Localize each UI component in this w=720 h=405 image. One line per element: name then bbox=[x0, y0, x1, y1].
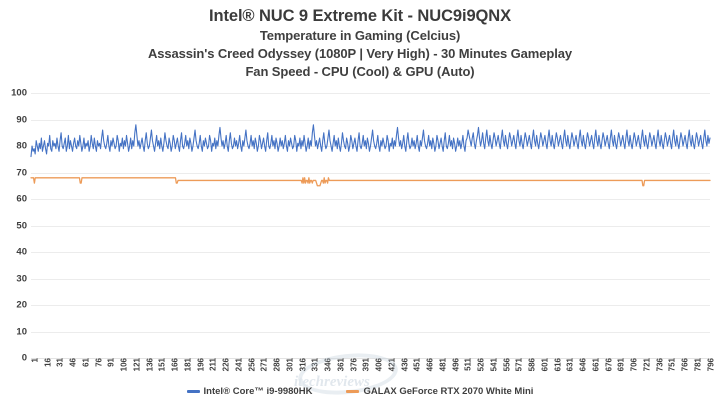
y-tick-label: 30 bbox=[16, 273, 27, 284]
y-tick-label: 50 bbox=[16, 220, 27, 231]
x-tick-label: 121 bbox=[132, 358, 142, 372]
x-tick-label: 286 bbox=[272, 358, 282, 372]
series-line bbox=[31, 125, 710, 157]
x-tick-label: 1 bbox=[30, 358, 40, 363]
x-tick-label: 661 bbox=[591, 358, 601, 372]
x-tick-label: 721 bbox=[642, 358, 652, 372]
x-tick-label: 106 bbox=[119, 358, 129, 372]
x-tick-label: 451 bbox=[412, 358, 422, 372]
y-tick-label: 100 bbox=[11, 87, 27, 99]
x-tick-label: 586 bbox=[527, 358, 537, 372]
plot-area bbox=[31, 93, 710, 359]
series-line bbox=[31, 178, 710, 186]
legend-item[interactable]: Intel® Core™ i9-9980HK bbox=[186, 386, 313, 397]
chart-title-sub-2: Assassin's Creed Odyssey (1080P | Very H… bbox=[147, 46, 573, 61]
x-tick-label: 136 bbox=[145, 358, 155, 372]
x-tick-label: 376 bbox=[349, 358, 359, 372]
y-tick-label: 80 bbox=[16, 140, 27, 152]
legend-label: GALAX GeForce RTX 2070 White Mini bbox=[363, 386, 534, 397]
x-tick-label: 466 bbox=[425, 358, 435, 372]
gridline bbox=[31, 119, 710, 121]
y-tick-label: 40 bbox=[16, 246, 27, 258]
chart-title-block: Intel® NUC 9 Extreme Kit - NUC9i9QNX Tem… bbox=[0, 6, 720, 81]
x-tick-label: 181 bbox=[183, 358, 193, 372]
chart-legend: Intel® Core™ i9-9980HK GALAX GeForce RTX … bbox=[0, 386, 720, 397]
x-tick-label: 496 bbox=[451, 358, 461, 372]
x-tick-label: 151 bbox=[157, 358, 167, 372]
x-tick-label: 211 bbox=[208, 358, 218, 371]
x-tick-label: 91 bbox=[106, 358, 116, 367]
x-tick-label: 526 bbox=[476, 358, 486, 372]
chart-title-sub-1: Temperature in Gaming (Celcius) bbox=[259, 28, 461, 43]
x-tick-label: 61 bbox=[81, 358, 91, 367]
y-tick-label: 70 bbox=[16, 167, 27, 178]
x-tick-label: 346 bbox=[323, 358, 333, 372]
legend-label: Intel® Core™ i9-9980HK bbox=[203, 386, 313, 397]
x-tick-label: 781 bbox=[693, 358, 703, 372]
legend-color-swatch bbox=[346, 390, 360, 393]
x-tick-label: 691 bbox=[616, 358, 626, 372]
x-tick-label: 676 bbox=[604, 358, 614, 372]
chart-title-sub-3: Fan Speed - CPU (Cool) & GPU (Auto) bbox=[245, 64, 475, 79]
legend-item[interactable]: GALAX GeForce RTX 2070 White Mini bbox=[346, 386, 533, 397]
x-tick-label: 316 bbox=[298, 358, 308, 372]
gridline bbox=[31, 358, 710, 359]
x-tick-label: 481 bbox=[438, 358, 448, 372]
series-layer bbox=[31, 93, 710, 358]
y-tick-label: 90 bbox=[16, 114, 27, 125]
x-tick-label: 631 bbox=[565, 358, 575, 372]
x-tick-label: 751 bbox=[667, 358, 677, 372]
gridline bbox=[31, 172, 710, 174]
y-tick-label: 60 bbox=[16, 193, 27, 205]
x-tick-label: 616 bbox=[553, 358, 563, 372]
gridline bbox=[31, 278, 710, 280]
gridline bbox=[31, 252, 710, 253]
x-tick-label: 166 bbox=[170, 358, 180, 372]
y-axis: 0 10 20 30 40 50 60 70 80 90 100 bbox=[0, 88, 27, 364]
x-tick-label: 541 bbox=[489, 358, 499, 372]
y-tick-label: 20 bbox=[16, 299, 27, 311]
x-tick-label: 436 bbox=[400, 358, 410, 372]
x-tick-label: 706 bbox=[629, 358, 639, 372]
y-tick-label: 0 bbox=[21, 352, 27, 364]
x-tick-label: 31 bbox=[55, 358, 65, 367]
gridline bbox=[31, 225, 710, 227]
x-tick-label: 391 bbox=[361, 358, 371, 372]
x-tick-label: 16 bbox=[43, 358, 53, 367]
x-tick-label: 331 bbox=[310, 358, 320, 372]
chart-title-main: Intel® NUC 9 Extreme Kit - NUC9i9QNX bbox=[209, 7, 511, 25]
x-tick-label: 421 bbox=[387, 358, 397, 372]
x-tick-label: 241 bbox=[234, 358, 244, 372]
x-tick-label: 226 bbox=[221, 358, 231, 372]
x-tick-label: 601 bbox=[540, 358, 550, 372]
x-tick-label: 571 bbox=[514, 358, 524, 372]
x-tick-label: 511 bbox=[463, 358, 473, 371]
legend-color-swatch bbox=[186, 390, 200, 393]
x-tick-label: 271 bbox=[259, 358, 269, 372]
x-tick-label: 301 bbox=[285, 358, 295, 372]
gridlines bbox=[31, 93, 710, 359]
gridline bbox=[31, 199, 710, 200]
gridline bbox=[31, 93, 710, 94]
x-tick-label: 361 bbox=[336, 358, 346, 372]
x-tick-label: 736 bbox=[655, 358, 665, 372]
x-tick-label: 646 bbox=[578, 358, 588, 372]
gridline bbox=[31, 331, 710, 333]
x-axis: 1 16 31 46 61 76 91 106 121 136 151 166 181 196 211 226… bbox=[30, 358, 716, 386]
x-tick-label: 76 bbox=[94, 358, 104, 367]
gridline bbox=[31, 305, 710, 306]
x-tick-label: 46 bbox=[68, 358, 78, 367]
x-tick-label: 196 bbox=[196, 358, 206, 372]
x-tick-label: 766 bbox=[680, 358, 690, 372]
x-tick-label: 796 bbox=[706, 358, 716, 372]
x-tick-label: 556 bbox=[502, 358, 512, 372]
x-tick-label: 256 bbox=[247, 358, 257, 372]
x-tick-label: 406 bbox=[374, 358, 384, 372]
y-tick-label: 10 bbox=[16, 326, 27, 337]
